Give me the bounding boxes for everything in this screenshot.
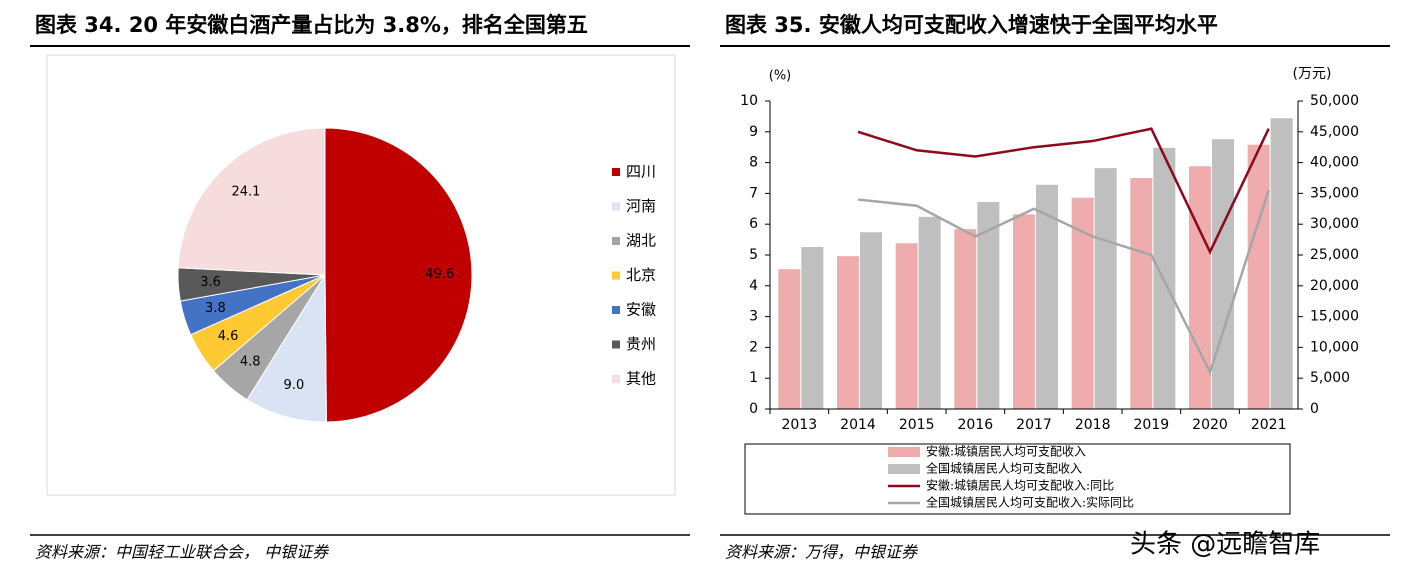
x-tick-label: 2019 <box>1134 417 1170 433</box>
y-tick-label: 6 <box>749 216 758 232</box>
y2-tick-label: 15,000 <box>1310 309 1359 325</box>
y2-tick-label: 10,000 <box>1310 339 1359 355</box>
y-tick-label: 9 <box>749 124 758 140</box>
y-tick-label: 5 <box>749 247 758 263</box>
bar <box>1036 184 1058 409</box>
x-tick-label: 2015 <box>899 417 935 433</box>
bar <box>1094 168 1117 409</box>
legend-swatch <box>612 168 620 176</box>
y-tick-label: 10 <box>740 93 758 109</box>
legend-swatch <box>612 237 620 245</box>
x-tick-label: 2014 <box>840 417 876 433</box>
line-series <box>857 189 1270 376</box>
legend-label: 全国城镇居民人均可支配收入:实际同比 <box>926 495 1134 510</box>
bar <box>1130 178 1153 409</box>
legend-swatch <box>612 375 620 383</box>
legend-label: 湖北 <box>626 232 656 250</box>
source: 资料来源：中国轻工业联合会， 中银证券 <box>35 543 330 562</box>
x-tick-label: 2020 <box>1192 417 1228 433</box>
bar <box>1013 214 1035 409</box>
data-label: 49.6 <box>425 267 454 282</box>
bar <box>977 202 1000 409</box>
y2-tick-label: 35,000 <box>1310 185 1359 201</box>
bar <box>1212 139 1234 409</box>
data-label: 4.8 <box>240 354 261 369</box>
bar <box>837 256 859 409</box>
bar <box>954 229 977 409</box>
legend-label: 安徽:城镇居民人均可支配收入 <box>926 444 1086 459</box>
legend-label: 四川 <box>626 163 656 181</box>
legend-label: 安徽 <box>626 301 656 319</box>
legend-frame <box>744 443 1291 515</box>
chart-title: 图表 34. 20 年安徽白酒产量占比为 3.8%，排名全国第五 <box>35 13 588 37</box>
bar <box>1189 166 1211 409</box>
pie-slice <box>324 127 473 423</box>
y2-tick-label: 50,000 <box>1310 93 1359 109</box>
bar <box>895 243 918 409</box>
y-tick-label: 4 <box>749 278 758 294</box>
bar <box>778 269 801 409</box>
y2-tick-label: 0 <box>1310 401 1319 417</box>
y2-tick-label: 40,000 <box>1310 155 1359 171</box>
y-tick-label: 2 <box>749 339 758 355</box>
legend-label: 贵州 <box>626 335 656 353</box>
x-tick-label: 2013 <box>782 417 818 433</box>
legend-swatch <box>888 447 920 457</box>
y2-tick-label: 20,000 <box>1310 278 1359 294</box>
x-tick-label: 2016 <box>958 417 994 433</box>
watermark: 头条 @远瞻智库 <box>1130 530 1320 560</box>
y-tick-label: 3 <box>749 309 758 325</box>
axis-label: (万元) <box>1293 66 1332 82</box>
data-label: 4.6 <box>218 329 239 344</box>
bar <box>801 246 824 409</box>
legend-label: 安徽:城镇居民人均可支配收入:同比 <box>926 478 1114 493</box>
line-series <box>857 127 1270 255</box>
bar <box>1247 144 1270 409</box>
legend-swatch <box>612 271 620 280</box>
axis-label: (%) <box>769 69 792 84</box>
y2-tick-label: 5,000 <box>1310 370 1350 386</box>
legend-label: 全国城镇居民人均可支配收入 <box>926 461 1082 476</box>
pie-slice <box>177 127 326 276</box>
bar <box>1270 118 1293 410</box>
x-tick-label: 2021 <box>1251 417 1287 433</box>
data-label: 9.0 <box>284 378 305 393</box>
x-tick-label: 2018 <box>1075 417 1111 433</box>
y2-tick-label: 25,000 <box>1310 247 1359 263</box>
chart-title: 图表 35. 安徽人均可支配收入增速快于全国平均水平 <box>725 13 1218 37</box>
y2-tick-label: 45,000 <box>1310 124 1359 140</box>
data-label: 24.1 <box>231 184 260 199</box>
bar <box>860 232 882 409</box>
legend-swatch <box>612 340 620 349</box>
legend-label: 北京 <box>626 266 656 284</box>
source: 资料来源：万得，中银证券 <box>725 543 919 562</box>
y-tick-label: 1 <box>749 370 758 386</box>
bar <box>918 216 941 409</box>
legend-swatch <box>888 464 920 474</box>
bar <box>1071 197 1094 409</box>
legend-swatch <box>612 202 620 211</box>
legend-label: 其他 <box>626 370 656 388</box>
y-tick-label: 7 <box>749 185 758 201</box>
legend-swatch <box>612 306 620 314</box>
pie-slice <box>246 273 327 423</box>
data-label: 3.6 <box>200 275 221 290</box>
y-tick-label: 8 <box>749 155 758 171</box>
legend-label: 河南 <box>626 197 656 215</box>
data-label: 3.8 <box>205 301 226 316</box>
y-tick-label: 0 <box>749 401 758 417</box>
x-tick-label: 2017 <box>1016 417 1052 433</box>
y2-tick-label: 30,000 <box>1310 216 1359 232</box>
